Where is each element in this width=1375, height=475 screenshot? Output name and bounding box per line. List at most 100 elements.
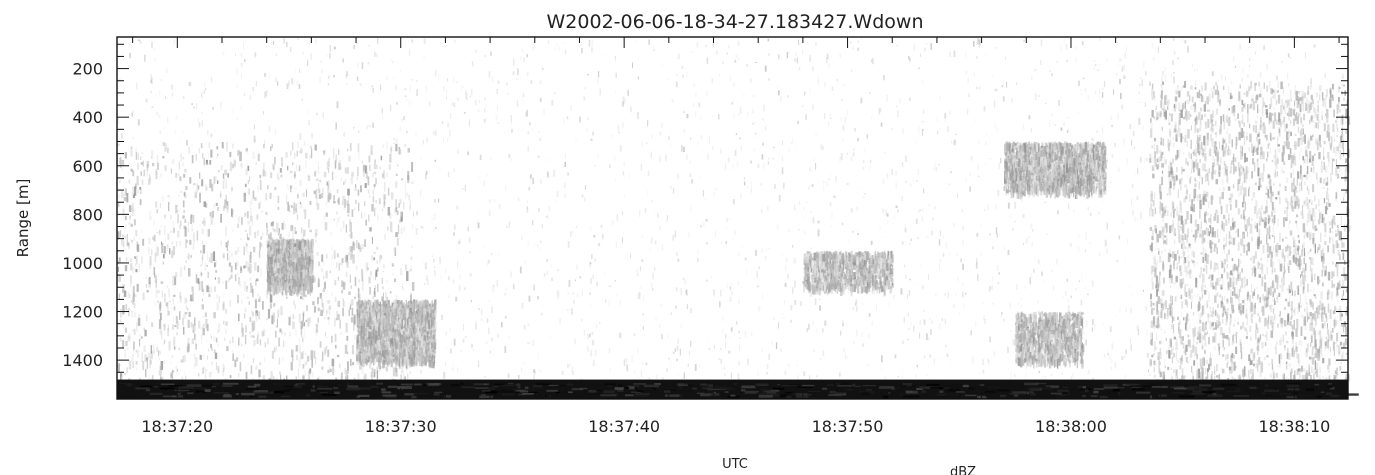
echo-speck-1 (386, 347, 389, 356)
echo-speck-0 (259, 242, 261, 250)
echo-speck-1 (431, 312, 434, 318)
echo-speck-0 (358, 202, 360, 212)
echo-speck-1 (432, 334, 435, 339)
echo-speck-0 (206, 162, 209, 165)
echo-speck-0 (304, 294, 307, 297)
echo-speck-1 (358, 301, 361, 305)
echo-speck-0 (231, 209, 234, 214)
echo-speck-0 (145, 368, 147, 378)
echo-speck-0 (215, 362, 218, 370)
echo-speck-1 (400, 303, 402, 313)
echo-speck-0 (295, 203, 298, 214)
echo-speck-0 (192, 214, 195, 223)
echo-speck-1 (379, 359, 381, 368)
echo-speck-0 (344, 367, 346, 375)
echo-speck-1 (366, 336, 369, 340)
echo-speck-0 (323, 281, 326, 290)
echo-speck-1 (357, 347, 360, 353)
echo-speck-1 (391, 324, 393, 333)
echo-speck-1 (430, 350, 432, 357)
echo-speck-1 (394, 349, 396, 359)
echo-speck-1 (423, 349, 426, 354)
echo-speck-0 (203, 217, 206, 227)
echo-speck-0 (121, 239, 123, 246)
echo-speck-0 (292, 321, 295, 330)
echo-speck-1 (381, 324, 384, 335)
echo-speck-0 (205, 318, 208, 329)
echo-speck-0 (389, 212, 392, 219)
echo-speck-0 (187, 337, 190, 348)
echo-speck-0 (371, 236, 373, 244)
echo-speck-1 (382, 323, 384, 329)
echo-speck-0 (248, 266, 251, 274)
echo-speck-1 (381, 359, 384, 365)
echo-speck-0 (213, 312, 216, 319)
echo-speck-2 (308, 239, 311, 245)
echo-speck-1 (359, 355, 361, 363)
echo-speck-0 (191, 338, 194, 345)
echo-speck-1 (361, 340, 364, 347)
echo-speck-0 (135, 229, 138, 237)
echo-speck-0 (180, 359, 183, 363)
echo-speck-0 (135, 263, 137, 267)
echo-speck-1 (396, 327, 398, 338)
echo-speck-0 (138, 264, 140, 272)
echo-speck-0 (317, 203, 320, 210)
echo-speck-0 (374, 207, 376, 217)
echo-speck-1 (360, 300, 362, 309)
echo-speck-0 (300, 227, 303, 234)
echo-speck-0 (373, 251, 376, 255)
echo-speck-1 (370, 325, 373, 330)
echo-speck-1 (433, 303, 437, 309)
echo-speck-1 (413, 350, 416, 357)
echo-speck-1 (427, 347, 430, 356)
echo-speck-0 (217, 365, 220, 374)
echo-speck-1 (376, 311, 378, 316)
echo-speck-1 (423, 352, 425, 355)
echo-speck-0 (346, 375, 349, 382)
echo-speck-0 (367, 176, 370, 186)
echo-speck-0 (117, 363, 119, 369)
echo-speck-0 (273, 229, 276, 232)
echo-speck-1 (391, 308, 393, 317)
echo-speck-1 (407, 324, 409, 329)
echo-speck-0 (263, 357, 266, 362)
echo-speck-1 (429, 331, 433, 339)
echo-speck-0 (247, 180, 249, 185)
echo-speck-0 (310, 350, 313, 360)
echo-speck-0 (352, 254, 355, 264)
echo-speck-1 (419, 324, 423, 330)
echo-speck-1 (402, 305, 405, 308)
echo-speck-1 (410, 330, 412, 337)
echo-speck-0 (251, 216, 254, 226)
echo-speck-0 (376, 283, 379, 292)
echo-speck-0 (124, 188, 127, 196)
echo-speck-0 (357, 143, 360, 153)
echo-speck-0 (305, 159, 307, 168)
echo-speck-1 (382, 360, 385, 365)
echo-speck-1 (421, 306, 424, 313)
echo-speck-1 (386, 357, 389, 365)
echo-speck-0 (296, 194, 299, 199)
echo-speck-1 (433, 357, 435, 362)
echo-speck-1 (363, 308, 366, 313)
echo-speck-0 (372, 296, 374, 300)
echo-speck-0 (351, 299, 354, 306)
echo-speck-1 (388, 350, 390, 359)
echo-speck-0 (324, 222, 328, 231)
echo-speck-0 (155, 278, 157, 288)
echo-speck-0 (243, 192, 246, 202)
echo-speck-1 (361, 348, 364, 354)
echo-speck-1 (417, 313, 420, 316)
echo-speck-0 (315, 229, 318, 237)
echo-speck-0 (368, 214, 370, 222)
echo-speck-0 (137, 153, 139, 161)
echo-speck-0 (237, 294, 239, 304)
echo-speck-0 (129, 275, 132, 284)
echo-speck-0 (278, 337, 280, 347)
echo-speck-0 (238, 277, 240, 285)
echo-speck-0 (179, 267, 183, 277)
echo-speck-1 (418, 340, 421, 346)
echo-speck-0 (208, 286, 210, 293)
echo-speck-0 (357, 288, 360, 298)
